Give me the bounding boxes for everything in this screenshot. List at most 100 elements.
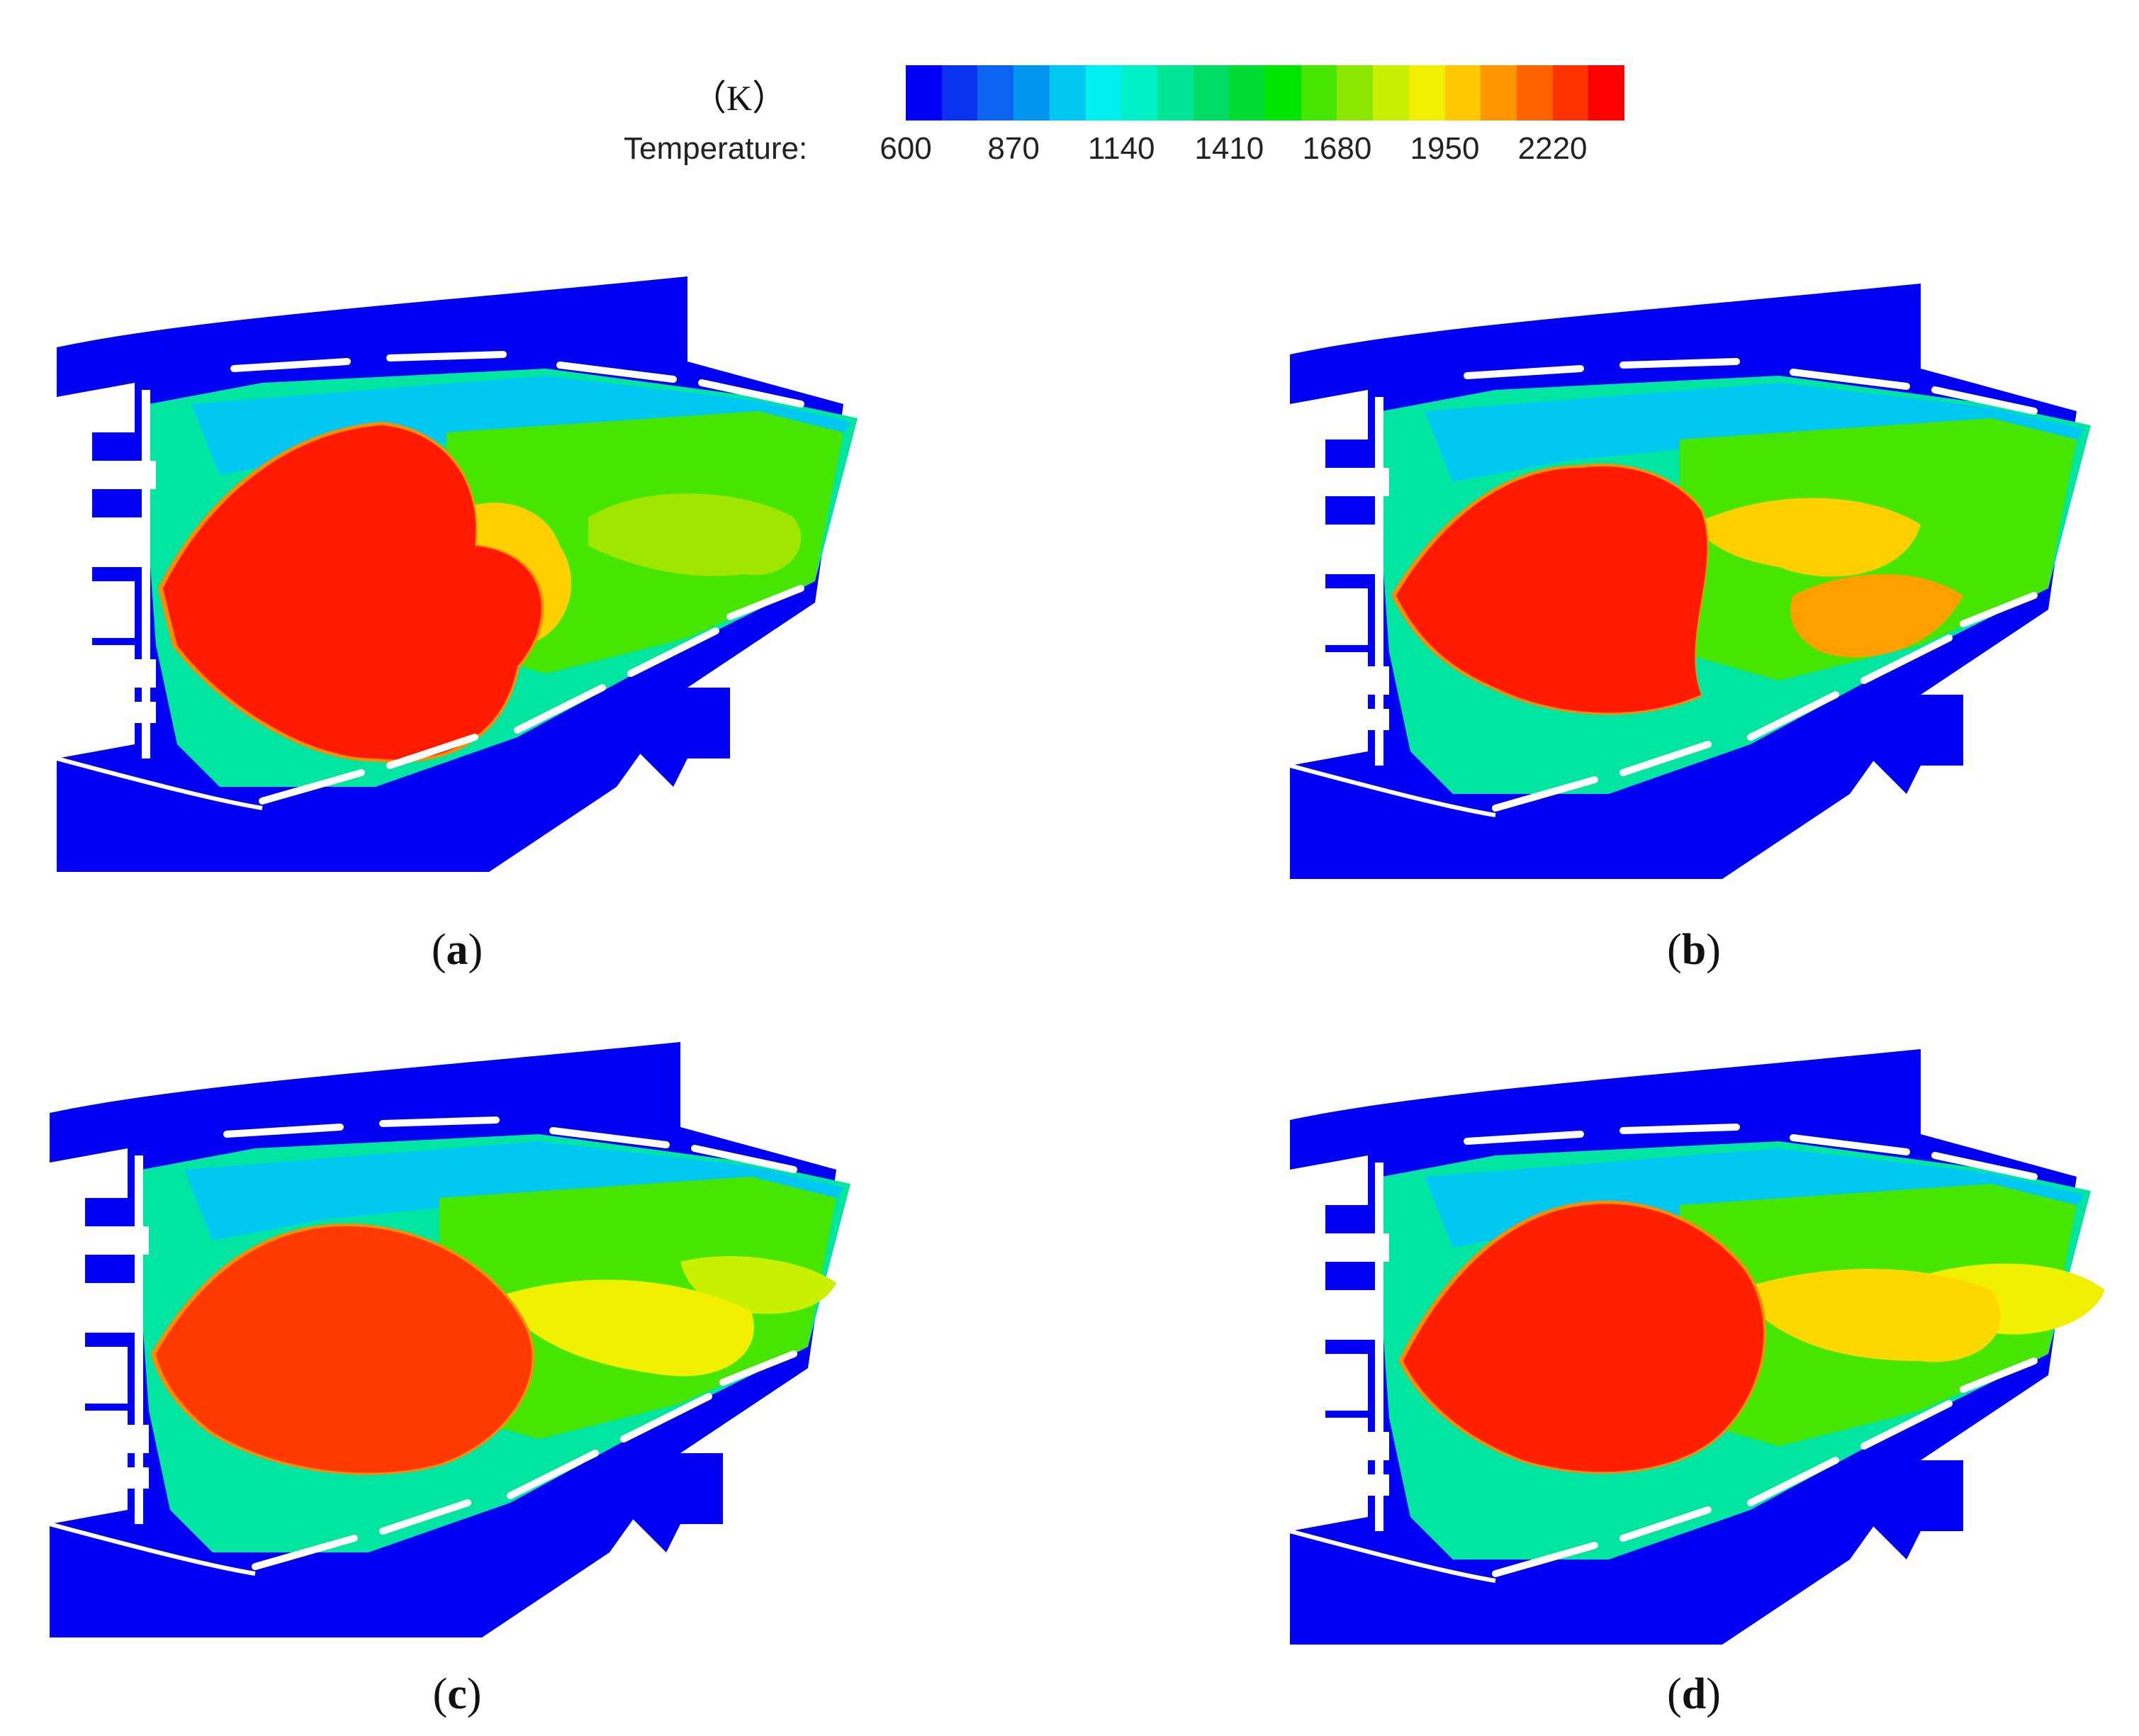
contour-panel-c <box>43 1014 921 1637</box>
colorbar-swatch <box>1444 65 1481 121</box>
cooling-slot <box>379 1499 471 1535</box>
cooling-slot <box>1747 691 1839 741</box>
colorbar-swatch <box>941 65 978 121</box>
cooling-slot <box>1619 358 1740 369</box>
colorbar-swatch <box>1193 65 1230 121</box>
intermediate-temperature-region <box>496 1279 754 1377</box>
cooling-slot <box>1619 741 1712 776</box>
colorbar-swatch <box>1085 65 1122 121</box>
swirler-vane <box>64 461 156 489</box>
flame-core-region <box>156 1226 532 1473</box>
casing-gap <box>1289 763 1496 817</box>
cooling-slot <box>507 1450 599 1499</box>
cooling-slot <box>698 379 804 408</box>
cooling-slot <box>1747 1457 1839 1506</box>
cooling-slot <box>719 1350 797 1386</box>
colorbar-swatch <box>1373 65 1409 121</box>
panel-label-d: (d) <box>1667 1670 1721 1718</box>
combustor-contour-svg <box>1289 284 2091 879</box>
cooling-slot <box>1860 634 1953 684</box>
colorbar-tick-label: 600 <box>880 131 932 166</box>
contour-panel-a <box>50 248 928 872</box>
colorbar-swatch <box>1588 65 1625 121</box>
panel-label-a: (a) <box>431 926 483 974</box>
wall-cooling-region <box>184 1141 843 1241</box>
colorbar-swatch <box>906 65 942 121</box>
colorbar-swatch <box>977 65 1014 121</box>
colorbar-tick-label: 870 <box>987 131 1040 166</box>
cooling-slot <box>1960 1357 2038 1393</box>
cooling-slot <box>1619 1506 1712 1542</box>
cooling-slot <box>1931 386 2038 415</box>
liner-wall <box>1375 397 1383 766</box>
downstream-hot-region <box>588 493 802 576</box>
colorbar-swatch <box>1552 65 1589 121</box>
cooling-slot <box>514 684 606 734</box>
cooling-slot <box>252 1535 358 1570</box>
cooling-slot <box>1492 1542 1598 1577</box>
cooling-slot <box>1492 776 1598 812</box>
cooling-slot <box>1960 592 2038 627</box>
colorbar-tick-label: 1950 <box>1410 131 1480 166</box>
combustor-contour-svg <box>49 1042 850 1637</box>
downstream-hot-region <box>1790 574 1963 658</box>
intermediate-temperature-region <box>1736 1269 2001 1362</box>
panel-label-c: (c) <box>432 1670 482 1718</box>
colorbar-title: Temperature: <box>624 131 808 166</box>
cooling-slot <box>1860 1400 1953 1450</box>
outlet-bracket <box>631 688 730 787</box>
liner-wall <box>1375 1163 1383 1531</box>
contour-panel-b <box>1283 255 2139 879</box>
colorbar-swatch <box>1337 65 1374 121</box>
casing-gap <box>49 1522 256 1576</box>
colorbar-tick-label: 1680 <box>1302 131 1372 166</box>
swirler-vane <box>1297 1432 1389 1460</box>
colorbar-swatch <box>1301 65 1337 121</box>
swirler-vane <box>64 659 156 688</box>
cooling-slot <box>223 1124 344 1138</box>
colorbar-swatch <box>1121 65 1157 121</box>
cooling-slot <box>1790 1134 1910 1155</box>
flame-core-region <box>1403 1204 1764 1472</box>
colorbar <box>906 65 1625 121</box>
swirler-vane <box>1297 1290 1375 1340</box>
flame-core-region <box>163 425 541 760</box>
cooling-slot <box>549 1127 670 1148</box>
outlet-bracket <box>624 1453 723 1552</box>
swirler-vane <box>57 1283 135 1333</box>
swirler-vane <box>71 581 135 638</box>
cooling-slot <box>1790 369 1910 390</box>
contour-panel-d <box>1283 1021 2139 1645</box>
outlet-bracket <box>1864 695 1963 794</box>
casing-gap <box>56 756 263 810</box>
swirler-vane <box>64 517 142 567</box>
cooling-slot <box>386 351 507 362</box>
cooling-slot <box>1931 1152 2038 1180</box>
cooling-slot <box>1619 1124 1740 1134</box>
cooling-slot <box>620 1393 712 1443</box>
combustor-contour-svg <box>1289 1049 2105 1645</box>
cooling-slot <box>230 358 351 372</box>
swirler-vane <box>1297 468 1389 496</box>
cooling-slot <box>259 769 365 805</box>
liner-wall <box>135 1155 143 1524</box>
panel-label-b: (b) <box>1667 926 1721 974</box>
flame-core-region <box>1396 466 1707 713</box>
colorbar-swatch <box>1157 65 1194 121</box>
outlet-bracket <box>1864 1460 1963 1559</box>
colorbar-tick-label: 1140 <box>1087 131 1155 166</box>
swirler-vane <box>1297 525 1375 574</box>
casing-gap <box>1289 1529 1496 1583</box>
swirler-vane <box>1304 588 1368 645</box>
swirler-vane <box>57 1425 149 1453</box>
colorbar-tick-label: 1410 <box>1194 131 1264 166</box>
swirler-vane <box>64 1347 128 1404</box>
cooling-slot <box>386 734 478 769</box>
colorbar-unit: （K） <box>691 78 788 118</box>
cooling-slot <box>379 1116 500 1127</box>
colorbar-swatch <box>1516 65 1553 121</box>
cooling-slot <box>556 362 677 383</box>
swirler-vane <box>57 1226 149 1255</box>
colorbar-swatch <box>1265 65 1301 121</box>
colorbar-swatch <box>1014 65 1050 121</box>
